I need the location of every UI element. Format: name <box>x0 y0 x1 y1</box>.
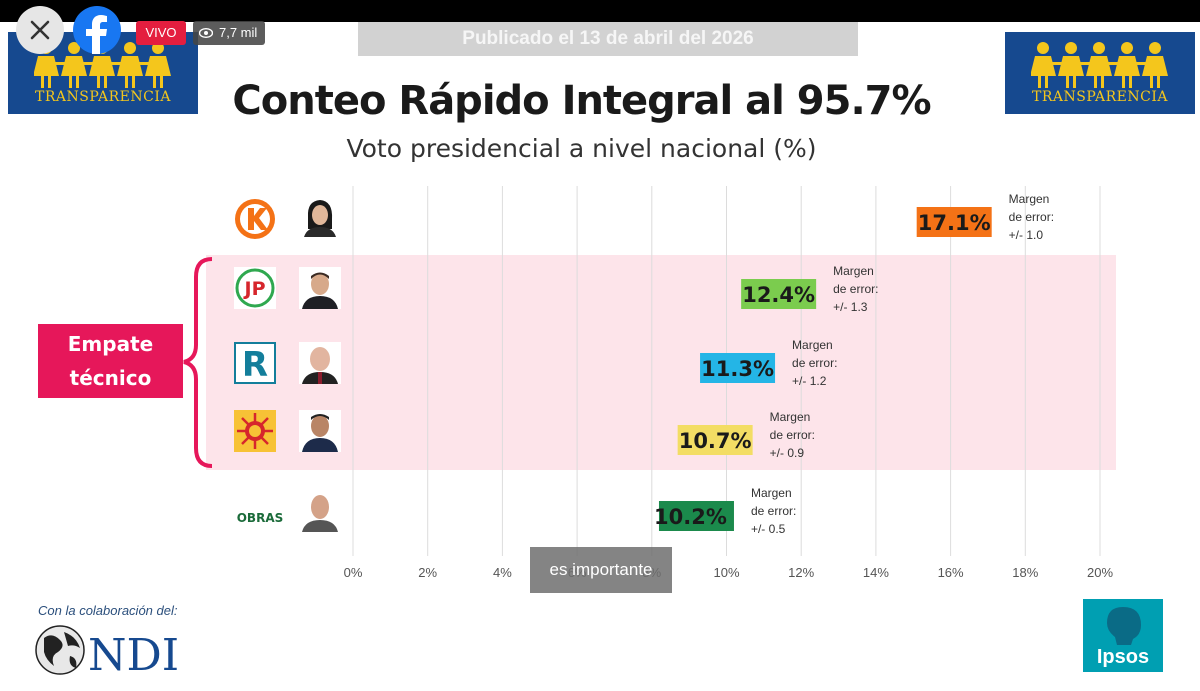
chart-subtitle: Voto presidencial a nivel nacional (%) <box>346 134 817 163</box>
candidate-5-photo <box>299 490 341 532</box>
facebook-icon[interactable] <box>73 6 121 54</box>
bar-OBRAS <box>658 501 734 531</box>
margin-of-error-label: +/- 1.3 <box>833 300 868 314</box>
view-count-label: 7,7 mil <box>219 25 258 40</box>
margin-of-error-label: Margen <box>1009 192 1050 206</box>
collaboration-caption: Con la colaboración del: <box>38 603 178 618</box>
margin-of-error-label: +/- 1.2 <box>792 374 827 388</box>
bar-value-label: 17.1% <box>918 211 991 235</box>
party-jp-logo-icon: JP <box>234 267 276 309</box>
bar-sol <box>677 425 753 455</box>
bar-JP <box>741 279 817 309</box>
bar-value-label: 10.7% <box>679 429 752 453</box>
margin-of-error-label: +/- 0.5 <box>751 522 786 536</box>
caption-overlay: es importante <box>530 547 672 593</box>
margin-of-error-label: de error: <box>792 356 837 370</box>
x-tick-label: 14% <box>863 565 889 580</box>
x-tick-label: 10% <box>713 565 739 580</box>
candidate-2-photo <box>299 267 341 309</box>
transparencia-logo-right: TRANSPARENCIA <box>1005 32 1195 114</box>
bar-value-label: 12.4% <box>742 283 815 307</box>
margin-of-error-label: de error: <box>833 282 878 296</box>
ipsos-logo: Ipsos <box>1083 599 1163 672</box>
tie-bracket <box>183 257 213 468</box>
party-r-logo-icon: R <box>234 342 276 384</box>
margin-of-error-label: Margen <box>751 486 792 500</box>
published-banner: Publicado el 13 de abril del 2026 <box>358 22 858 56</box>
svg-text:R: R <box>242 345 268 384</box>
tie-label-line2: técnico <box>69 366 152 390</box>
x-tick-label: 18% <box>1012 565 1038 580</box>
candidate-3-photo <box>299 342 341 384</box>
x-tick-label: 4% <box>493 565 512 580</box>
party-sun-logo-icon <box>234 410 276 452</box>
margin-of-error-label: de error: <box>1009 210 1054 224</box>
tie-label-line1: Empate <box>67 332 154 356</box>
x-tick-label: 20% <box>1087 565 1113 580</box>
margin-of-error-label: de error: <box>751 504 796 518</box>
margin-of-error-label: +/- 1.0 <box>1009 228 1044 242</box>
ipsos-logo-text: Ipsos <box>1097 646 1149 668</box>
svg-text:JP: JP <box>243 278 266 300</box>
bar-value-label: 10.2% <box>654 505 727 529</box>
close-icon <box>30 20 50 40</box>
top-bar <box>0 0 1200 22</box>
close-button[interactable] <box>16 6 64 54</box>
party-obras-logo-icon: OBRAS <box>237 511 284 525</box>
candidate-4-photo <box>299 410 341 452</box>
people-figures-icon <box>1031 42 1168 88</box>
margin-of-error-label: +/- 0.9 <box>770 446 805 460</box>
bar-K <box>916 207 992 237</box>
party-k-logo-icon <box>235 199 275 239</box>
bar-R <box>700 353 776 383</box>
transparencia-label: TRANSPARENCIA <box>1032 89 1168 105</box>
margin-of-error-label: Margen <box>770 410 811 424</box>
technical-tie-label: Empate técnico <box>38 324 183 398</box>
chart-title: Conteo Rápido Integral al 95.7% <box>232 78 931 124</box>
x-tick-label: 0% <box>344 565 363 580</box>
margin-of-error-label: Margen <box>792 338 833 352</box>
bar-value-label: 11.3% <box>701 357 774 381</box>
eye-icon <box>199 28 213 38</box>
view-count: 7,7 mil <box>193 21 266 45</box>
ndi-logo-text: NDI <box>88 630 179 678</box>
technical-tie-band <box>206 255 1116 470</box>
svg-text:OBRAS: OBRAS <box>237 511 284 525</box>
margin-of-error-label: de error: <box>770 428 815 442</box>
x-tick-label: 2% <box>418 565 437 580</box>
candidate-1-photo <box>299 195 341 237</box>
transparencia-label: TRANSPARENCIA <box>35 89 171 105</box>
live-badge: VIVO <box>136 21 186 45</box>
margin-of-error-label: Margen <box>833 264 874 278</box>
ndi-logo: NDI <box>35 625 179 678</box>
x-tick-label: 12% <box>788 565 814 580</box>
x-tick-label: 16% <box>938 565 964 580</box>
